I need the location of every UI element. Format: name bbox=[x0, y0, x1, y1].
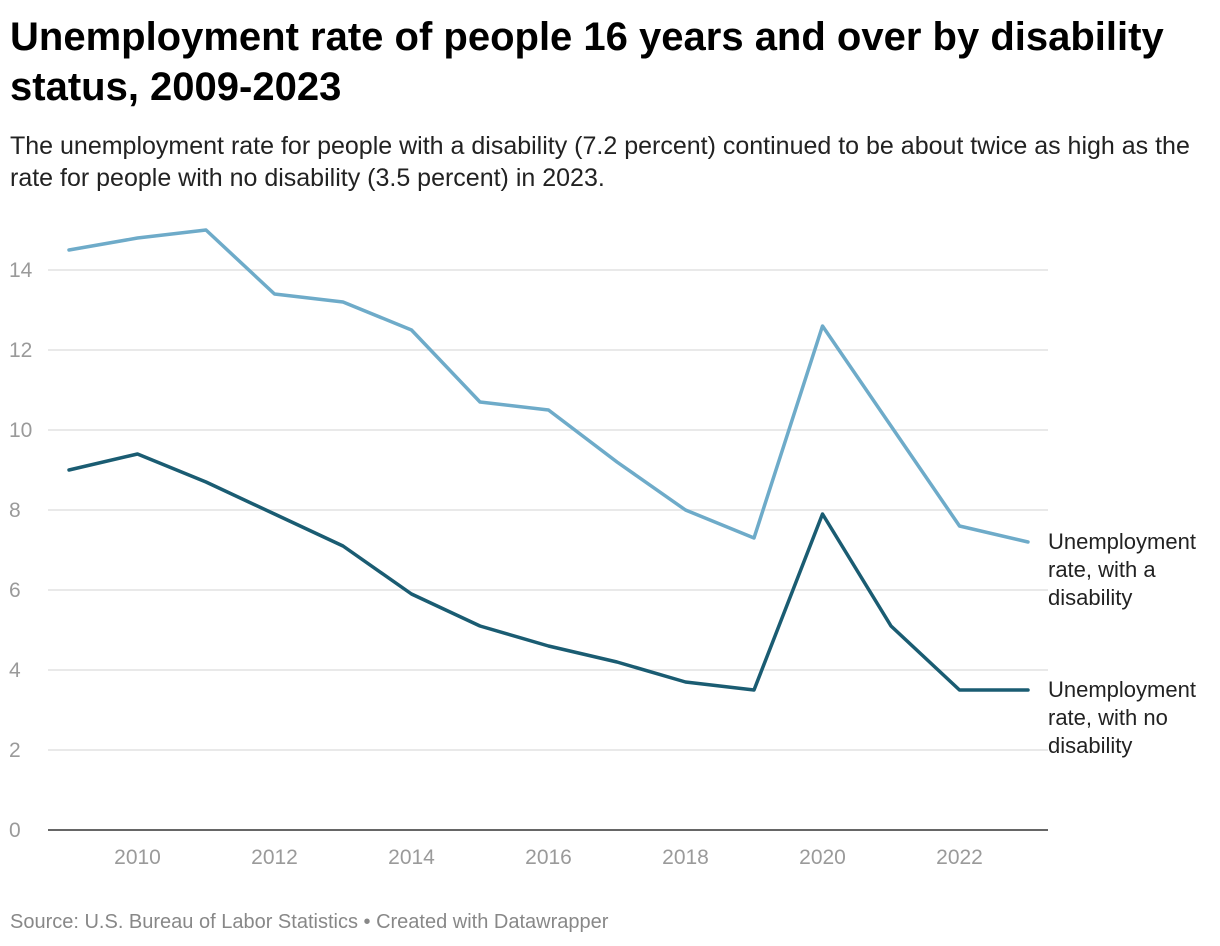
x-tick-label-2018: 2018 bbox=[662, 846, 709, 869]
x-tick-label-2012: 2012 bbox=[251, 846, 298, 869]
x-tick-label-2020: 2020 bbox=[799, 846, 846, 869]
y-tick-label-4: 4 bbox=[9, 659, 21, 682]
line-chart: 0 2 4 6 8 10 12 14 2010 2012 2014 2016 2018 2020 2022… bbox=[9, 228, 1196, 869]
series-label-with-disability-line-1: Unemployment bbox=[1048, 529, 1196, 554]
series-line-with-disability bbox=[67, 228, 1030, 544]
y-tick-label-2: 2 bbox=[9, 739, 21, 762]
x-tick-label-2014: 2014 bbox=[388, 846, 435, 869]
y-tick-label-14: 14 bbox=[9, 259, 33, 282]
y-axis: 0 2 4 6 8 10 12 14 bbox=[9, 259, 33, 842]
series-label-no-disability-line-3: disability bbox=[1048, 733, 1132, 758]
y-tick-label-12: 12 bbox=[9, 339, 32, 362]
x-tick-label-2010: 2010 bbox=[114, 846, 161, 869]
gridlines bbox=[48, 269, 1048, 751]
series-label-no-disability-line-2: rate, with no bbox=[1048, 705, 1168, 730]
chart-footer: Source: U.S. Bureau of Labor Statistics … bbox=[10, 909, 608, 935]
source-text: Source: U.S. Bureau of Labor Statistics bbox=[10, 911, 358, 933]
series-line-no-disability bbox=[67, 452, 1030, 692]
y-tick-label-6: 6 bbox=[9, 579, 21, 602]
series-lines bbox=[67, 228, 1030, 692]
y-tick-label-10: 10 bbox=[9, 419, 32, 442]
x-tick-label-2022: 2022 bbox=[936, 846, 983, 869]
y-tick-label-0: 0 bbox=[9, 819, 21, 842]
series-labels: Unemployment rate, with a disability Unempl… bbox=[1048, 529, 1196, 758]
y-tick-label-8: 8 bbox=[9, 499, 21, 522]
chart-title: Unemployment rate of people 16 years and… bbox=[10, 15, 1164, 109]
x-axis: 2010 2012 2014 2016 2018 2020 2022 bbox=[48, 829, 1048, 869]
footer-separator: • bbox=[357, 911, 377, 933]
series-label-with-disability-line-2: rate, with a bbox=[1048, 557, 1156, 582]
series-label-no-disability-line-1: Unemployment bbox=[1048, 677, 1196, 702]
series-label-with-disability-line-3: disability bbox=[1048, 585, 1132, 610]
credit-text: Created with Datawrapper bbox=[376, 911, 609, 933]
x-tick-label-2016: 2016 bbox=[525, 846, 572, 869]
chart-subtitle: The unemployment rate for people with a … bbox=[10, 132, 1190, 192]
